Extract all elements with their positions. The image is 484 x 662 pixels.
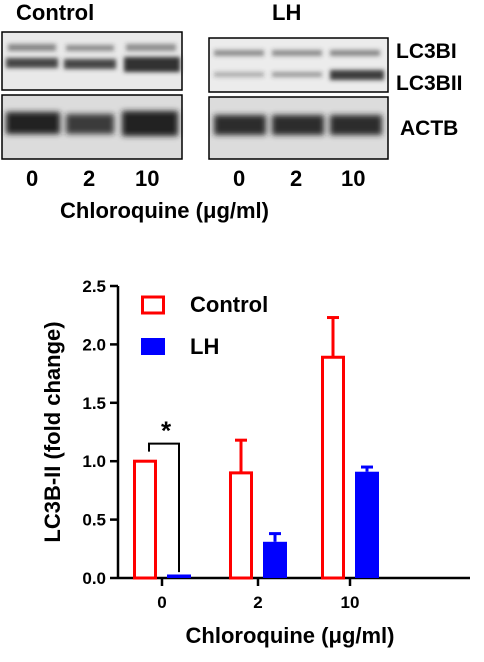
significance-bracket [148, 442, 180, 573]
legend-label-lh: LH [190, 334, 219, 359]
y-tick-label: 0.5 [82, 511, 106, 530]
bar-control-2 [229, 471, 253, 580]
bar-lh-2 [263, 541, 287, 578]
x-tick-label: 0 [157, 593, 166, 612]
legend-swatch-lh [141, 338, 165, 355]
band-label-actb: ACTB [400, 117, 459, 140]
y-tick-label: 2.5 [82, 277, 106, 296]
bar-chart: 0.0 0.5 1.0 1.5 2.0 2.5 0 2 10 * Control LH LC3B-II … [40, 277, 470, 648]
blot-lane-label: 10 [135, 166, 160, 191]
lh-actb-blot [208, 96, 389, 160]
lh-lc3b-blot [208, 37, 389, 93]
blot-images [1, 31, 389, 160]
legend-label-control: Control [190, 292, 268, 317]
y-tick-label: 1.0 [82, 452, 106, 471]
blot-x-axis-title: Chloroquine (μg/ml) [60, 198, 269, 223]
bar-lh-10 [355, 471, 379, 578]
x-tick-label: 2 [253, 593, 262, 612]
blot-lane-label: 0 [26, 166, 39, 191]
blot-group-label-control: Control [16, 0, 95, 25]
blot-lane-label: 0 [233, 166, 246, 191]
y-tick-label: 2.0 [82, 335, 106, 354]
y-axis-title: LC3B-II (fold change) [40, 321, 65, 542]
blot-lane-label: 2 [290, 166, 303, 191]
control-actb-blot [1, 94, 183, 160]
control-lc3b-blot [1, 31, 183, 91]
band-label-lc3bii: LC3BII [396, 72, 463, 95]
bar-control-10 [321, 355, 345, 580]
bar-control-0 [133, 459, 157, 580]
blot-lane-label: 2 [83, 166, 96, 191]
x-tick-label: 10 [341, 593, 360, 612]
y-tick-label: 0.0 [82, 569, 106, 588]
blot-lane-label: 10 [341, 166, 366, 191]
bar-lh-0 [167, 574, 191, 578]
legend-swatch-control [141, 295, 165, 315]
x-axis-title: Chloroquine (μg/ml) [186, 623, 395, 648]
y-tick-label: 1.5 [82, 394, 106, 413]
blot-group-label-lh: LH [272, 0, 302, 25]
band-label-lc3bi: LC3BI [396, 40, 457, 63]
significance-star: * [161, 416, 172, 446]
